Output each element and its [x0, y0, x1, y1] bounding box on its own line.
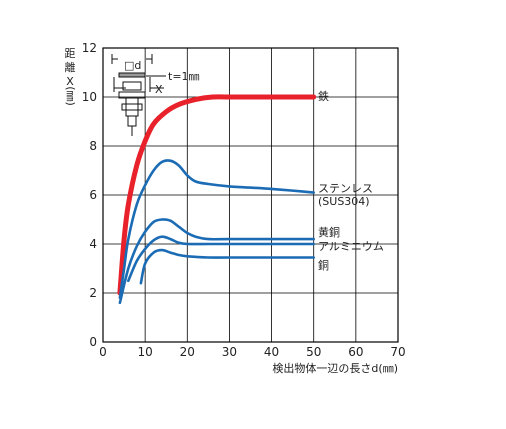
y-label-char-0: 距 [65, 47, 76, 60]
plot-frame [102, 47, 399, 343]
series-line-brass [118, 218, 315, 305]
y-tick-labels: 0 2 4 6 8 10 12 [82, 41, 97, 349]
x-tick-label: 40 [264, 345, 279, 359]
x-tick-label: 70 [390, 345, 405, 359]
y-tick-label: 12 [82, 41, 97, 55]
series-line-aluminum [127, 235, 315, 283]
y-axis-label: 距 離 X (㎜) [64, 47, 77, 106]
series-label-copper: 銅 [318, 258, 329, 272]
x-tick-label: 60 [348, 345, 363, 359]
y-tick-label: 8 [89, 139, 97, 153]
series-label-stainless-sub: (SUS304) [318, 195, 370, 208]
series-label-iron: 鉄 [318, 89, 329, 103]
series-label-aluminum: アルミニウム [318, 240, 384, 253]
x-tick-label: 0 [99, 345, 107, 359]
y-tick-label: 0 [89, 335, 97, 349]
y-label-char-3: (㎜) [64, 86, 77, 106]
series-label-stainless: ステンレス [318, 182, 373, 195]
x-tick-label: 20 [180, 345, 195, 359]
inset-d-label: □d [124, 59, 141, 72]
series-line-iron [117, 94, 317, 296]
y-tick-label: 4 [89, 237, 97, 251]
x-tick-label: 30 [222, 345, 237, 359]
y-tick-label: 2 [89, 286, 97, 300]
series-line-stainless [118, 159, 315, 300]
series-curves [117, 94, 317, 305]
x-tick-labels: 0 10 20 30 40 50 60 70 [99, 345, 405, 359]
x-tick-label: 50 [306, 345, 321, 359]
x-axis-label: 検出物体一辺の長さd(㎜) [272, 361, 398, 375]
y-label-char-1: 離 [65, 60, 76, 74]
series-label-brass: 黄銅 [318, 225, 340, 239]
series-line-copper [139, 248, 315, 285]
y-label-char-2: X [66, 75, 74, 88]
thickness-annotation: t=1㎜ [168, 70, 200, 83]
y-tick-label: 10 [82, 90, 97, 104]
x-tick-label: 10 [138, 345, 153, 359]
sensor-schematic [111, 54, 166, 136]
y-tick-label: 6 [89, 188, 97, 202]
inset-x-label: X [155, 83, 163, 96]
